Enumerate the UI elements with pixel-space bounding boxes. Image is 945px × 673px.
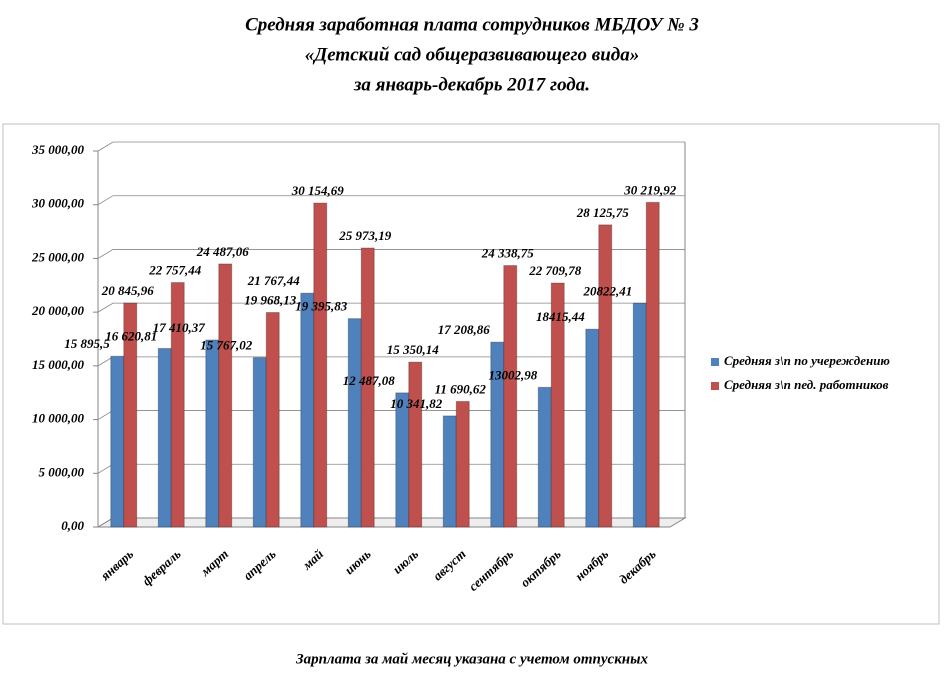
bar — [347, 318, 362, 528]
bar — [300, 292, 315, 528]
bar — [455, 400, 470, 528]
bar — [110, 355, 125, 528]
bar — [537, 386, 552, 528]
bar — [585, 328, 600, 528]
bar — [170, 282, 185, 528]
value-label: 12 487,08 — [343, 373, 396, 388]
chart-title: «Детский сад общеразвивающего вида» — [305, 44, 639, 65]
legend-label: Средняя з\п по учереждению — [724, 353, 890, 368]
legend-label: Средняя з\п пед. работников — [724, 377, 889, 392]
bar — [632, 302, 647, 528]
legend-swatch — [711, 358, 719, 366]
grid-line — [97, 141, 685, 152]
value-label: 30 154,69 — [291, 183, 345, 198]
chart-title: Средняя заработная плата сотрудников МБД… — [245, 14, 699, 35]
value-label: 25 973,19 — [338, 228, 392, 243]
bar — [550, 282, 565, 528]
value-label: 19 395,83 — [295, 299, 348, 314]
value-label: 30 219,92 — [623, 182, 677, 197]
chart-frame — [2, 123, 940, 625]
value-label: 19 968,13 — [244, 292, 297, 307]
grid-line — [97, 249, 685, 259]
grid-line — [97, 302, 685, 313]
value-label: 21 767,44 — [247, 273, 301, 288]
y-tick-label: 25 000,00 — [31, 249, 85, 264]
value-label: 10 341,82 — [390, 396, 443, 411]
value-label: 15 767,02 — [200, 338, 253, 353]
value-label: 24 487,06 — [196, 244, 250, 259]
y-tick-label: 35 000,00 — [31, 142, 85, 157]
bar — [252, 357, 267, 528]
value-label: 20 845,96 — [101, 283, 155, 298]
y-tick-label: 30 000,00 — [31, 196, 85, 211]
bar — [123, 302, 138, 528]
value-label: 28 125,75 — [576, 205, 630, 220]
bar — [360, 247, 375, 528]
bar — [218, 263, 233, 528]
value-label: 24 338,75 — [481, 246, 535, 261]
chart-title: за январь-декабрь 2017 года. — [353, 74, 590, 95]
bar — [205, 339, 220, 528]
y-tick-label: 5 000,00 — [39, 464, 85, 479]
value-label: 15 350,14 — [387, 342, 440, 357]
value-label: 13002,98 — [489, 367, 538, 382]
value-label: 22 757,44 — [148, 263, 202, 278]
grid-line — [97, 195, 685, 206]
value-label: 15 895,5 — [64, 336, 110, 351]
bar — [645, 201, 660, 528]
y-tick-label: 0,00 — [61, 518, 84, 533]
y-tick-label: 10 000,00 — [32, 411, 85, 426]
value-label: 16 620,81 — [105, 328, 157, 343]
value-label: 18415,44 — [536, 309, 585, 324]
value-label: 11 690,62 — [435, 381, 487, 396]
y-tick-label: 15 000,00 — [32, 357, 85, 372]
bar — [503, 265, 518, 528]
bar — [313, 202, 328, 528]
value-label: 22 709,78 — [528, 263, 582, 278]
bar — [598, 224, 613, 528]
legend-swatch — [711, 382, 719, 390]
bar — [395, 392, 410, 528]
bar — [442, 415, 457, 528]
y-tick-label: 20 000,00 — [31, 303, 85, 318]
annotation: Зарплата за май месяц указана с учетом о… — [295, 651, 649, 667]
bar — [408, 361, 423, 528]
value-label: 17 410,37 — [153, 320, 206, 335]
bar — [157, 347, 172, 528]
bar — [265, 311, 280, 528]
value-label: 20822,41 — [583, 283, 633, 298]
value-label: 17 208,86 — [438, 322, 491, 337]
